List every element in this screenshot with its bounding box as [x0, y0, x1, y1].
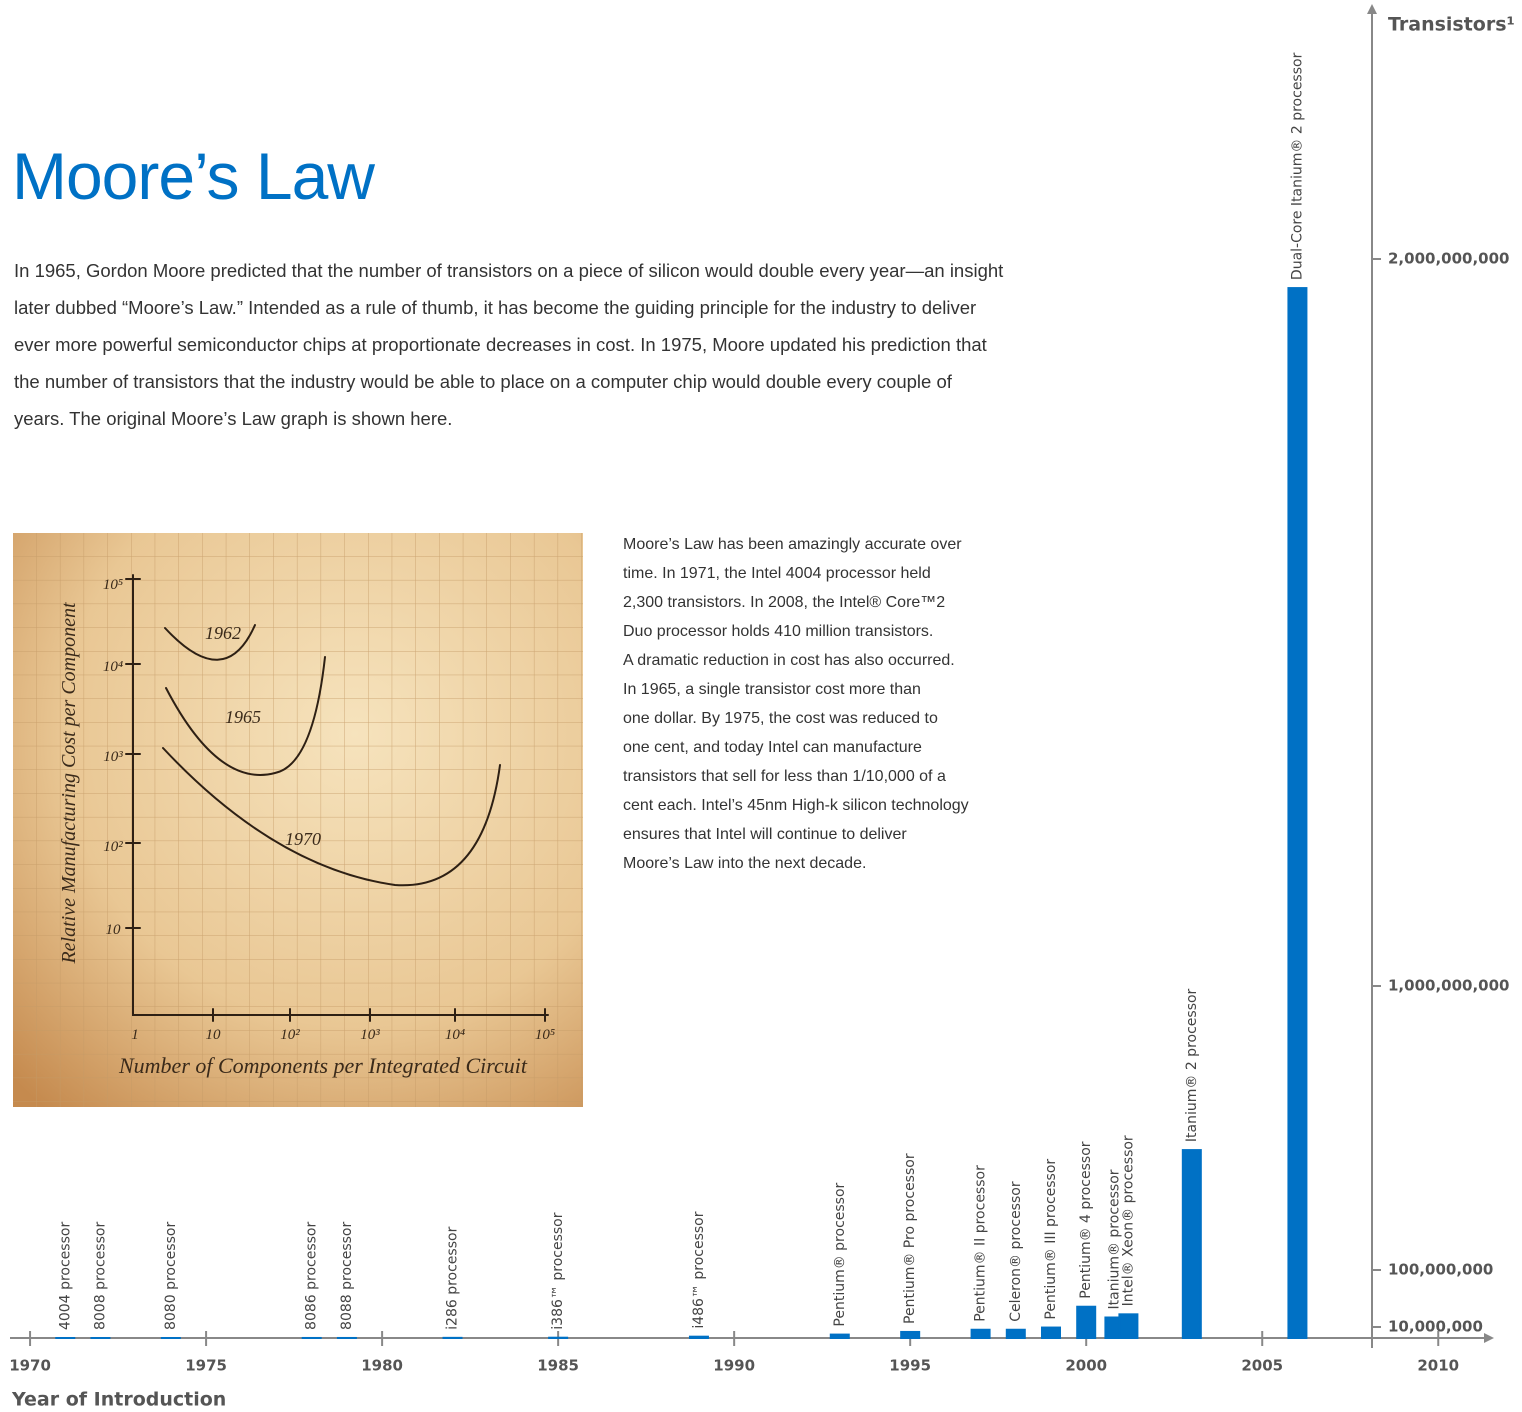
- figure-x-label: Number of Components per Integrated Circ…: [118, 1053, 528, 1078]
- x-tick-label: 2005: [1241, 1357, 1283, 1375]
- figure-x-tick: 10: [206, 1027, 222, 1043]
- y-tick-label: 2,000,000,000: [1388, 250, 1509, 268]
- intro-line: years. The original Moore’s Law graph is…: [14, 408, 453, 429]
- caption-text: Moore’s Law has been amazingly accurate …: [623, 530, 969, 878]
- page-title: Moore’s Law: [12, 139, 375, 213]
- bar-label: Itanium® 2 processor: [1184, 988, 1200, 1142]
- bar-label: Pentium® III processor: [1043, 1159, 1059, 1320]
- figure-y-tick: 10⁵: [103, 577, 123, 593]
- figure-y-tick: 10³: [103, 749, 123, 765]
- x-tick-label: 1980: [361, 1357, 403, 1375]
- hand-drawing: [125, 574, 549, 1022]
- bar-label: Dual-Core Itanium® 2 processor: [1289, 52, 1305, 280]
- intro-line: the number of transistors that the indus…: [14, 371, 952, 392]
- x-axis-title: Year of Introduction: [11, 1389, 226, 1411]
- figure-curve-label: 1962: [205, 623, 241, 643]
- bar: [970, 1328, 991, 1339]
- caption-line: ensures that Intel will continue to deli…: [623, 826, 907, 843]
- figure-x-tick: 10²: [280, 1027, 300, 1043]
- bar: [688, 1335, 709, 1340]
- caption-line: In 1965, a single transistor cost more t…: [623, 681, 921, 698]
- bar: [900, 1330, 921, 1339]
- bar-label: Pentium® II processor: [973, 1165, 989, 1322]
- y-tick-label: 100,000,000: [1388, 1261, 1493, 1279]
- bar-label: 8086 processor: [304, 1222, 320, 1330]
- intro-line: later dubbed “Moore’s Law.” Intended as …: [14, 297, 977, 318]
- bar: [1287, 287, 1308, 1340]
- caption-line: one dollar. By 1975, the cost was reduce…: [623, 710, 938, 727]
- caption-line: one cent, and today Intel can manufactur…: [623, 739, 922, 756]
- figure-y-label: Relative Manufacturing Cost per Componen…: [58, 602, 80, 965]
- x-tick-label: 1995: [889, 1357, 931, 1375]
- figure-y-tick: 10: [106, 922, 122, 938]
- x-axis-arrow: [1484, 1333, 1494, 1343]
- intro-text: In 1965, Gordon Moore predicted that the…: [14, 252, 1003, 437]
- bar: [1076, 1305, 1097, 1339]
- y-axis-arrow: [1367, 4, 1377, 14]
- y-tick-label: 1,000,000,000: [1388, 977, 1509, 995]
- bar-label: 4004 processor: [57, 1222, 73, 1330]
- bar-label: 8080 processor: [163, 1222, 179, 1330]
- bar: [1118, 1313, 1139, 1340]
- caption-line: Moore’s Law has been amazingly accurate …: [623, 536, 962, 553]
- bar-label: Itanium® processor: [1106, 1169, 1122, 1309]
- figure-curve-label: 1965: [225, 707, 261, 727]
- caption-line: transistors that sell for less than 1/10…: [623, 768, 946, 785]
- bar-label: Celeron® processor: [1008, 1181, 1024, 1322]
- figure-x-tick: 1: [131, 1027, 139, 1043]
- bar-label: Pentium® Pro processor: [902, 1153, 918, 1324]
- bar-label: 8088 processor: [339, 1222, 355, 1330]
- bar-label: Pentium® 4 processor: [1078, 1141, 1094, 1298]
- bar-label: Intel® Xeon® processor: [1120, 1135, 1136, 1306]
- bar: [829, 1333, 850, 1339]
- bar: [1040, 1326, 1061, 1340]
- x-tick-label: 2010: [1417, 1357, 1459, 1375]
- x-tick-label: 1970: [9, 1357, 51, 1375]
- y-tick-label: 10,000,000: [1388, 1318, 1483, 1336]
- bar: [1181, 1149, 1202, 1339]
- caption-line: Duo processor holds 410 million transist…: [623, 623, 934, 640]
- intro-line: ever more powerful semiconductor chips a…: [14, 334, 987, 355]
- intro-line: In 1965, Gordon Moore predicted that the…: [14, 260, 1004, 281]
- bar: [1005, 1328, 1026, 1339]
- x-tick-label: 1985: [537, 1357, 579, 1375]
- caption-line: time. In 1971, the Intel 4004 processor …: [623, 565, 931, 582]
- x-tick-label: 1975: [185, 1357, 227, 1375]
- bar-label: i286 processor: [445, 1226, 461, 1329]
- figure-x-tick: 10⁵: [535, 1027, 555, 1043]
- x-tick-label: 2000: [1065, 1357, 1107, 1375]
- bar-label: 8008 processor: [92, 1222, 108, 1330]
- bar-label: i486™ processor: [691, 1211, 707, 1328]
- bar-label: i386™ processor: [550, 1212, 566, 1329]
- caption-line: A dramatic reduction in cost has also oc…: [623, 652, 955, 669]
- figure-x-tick: 10³: [360, 1027, 380, 1043]
- moore-original-graph: 10⁵ 10⁴ 10³ 10² 10 1 10 10² 10³ 10⁴ 10⁵ 1962 1965 197…: [13, 533, 583, 1107]
- y-axis-title: Transistors¹: [1388, 14, 1515, 36]
- x-tick-label: 1990: [713, 1357, 755, 1375]
- figure-curve-label: 1970: [285, 829, 321, 849]
- caption-line: Moore’s Law into the next decade.: [623, 855, 867, 872]
- figure-y-tick: 10⁴: [103, 659, 123, 675]
- caption-line: cent each. Intel’s 45nm High-k silicon t…: [623, 797, 969, 814]
- bar-label: Pentium® processor: [832, 1182, 848, 1326]
- figure-y-tick: 10²: [103, 839, 123, 855]
- figure-x-tick: 10⁴: [445, 1027, 465, 1043]
- caption-line: 2,300 transistors. In 2008, the Intel® C…: [623, 594, 946, 611]
